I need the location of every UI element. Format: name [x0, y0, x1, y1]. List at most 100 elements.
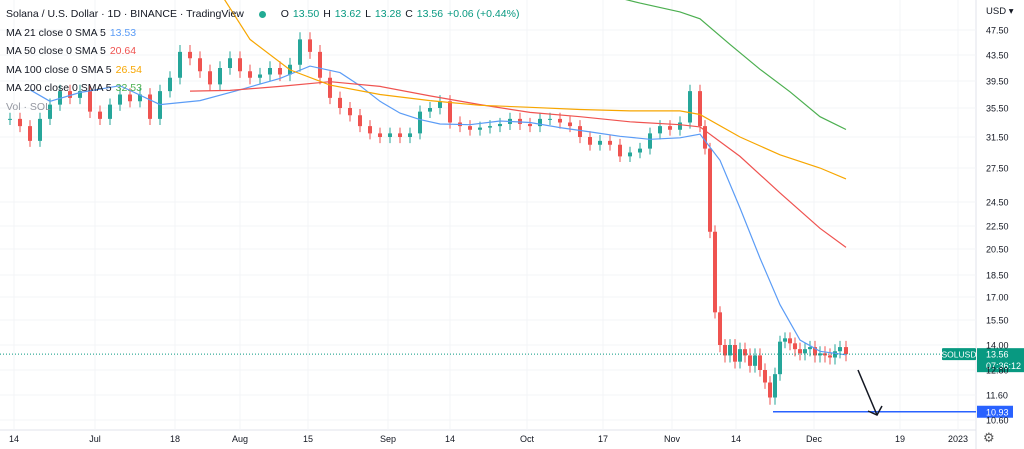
ohlc-label: L [365, 8, 371, 20]
x-tick-label: 17 [598, 434, 608, 444]
candle-body [608, 140, 612, 145]
currency-selector[interactable]: USD ▾ [986, 6, 1013, 17]
candle-body [188, 51, 192, 59]
candle-body [828, 355, 832, 358]
candle-body [803, 349, 807, 354]
x-tick-label: Oct [520, 434, 535, 444]
candle-body [658, 126, 662, 134]
candle-body [198, 58, 202, 72]
moving-averages-layer [29, 0, 847, 356]
candle-body [338, 97, 342, 108]
ohlc-values: O 13.50 H 13.62 L 13.28 C 13.56 +0.06 (+0.44%) [281, 8, 524, 20]
ma-legend-item[interactable]: MA 100 close 0 SMA 5 26.54 [6, 61, 527, 80]
ma-line [224, 0, 847, 180]
candle-body [268, 68, 272, 75]
candle-body [138, 94, 142, 102]
candle-body [38, 118, 42, 141]
candle-body [98, 111, 102, 119]
y-tick-label: 22.50 [986, 222, 1009, 232]
candle-body [278, 68, 282, 75]
y-tick-label: 11.60 [986, 391, 1008, 401]
ma-legend-name: MA 200 close 0 SMA 5 [6, 82, 112, 94]
candle-body [844, 347, 848, 355]
candle-body [318, 51, 322, 78]
candle-body [328, 77, 332, 98]
candle-body [743, 349, 747, 356]
candle-body [178, 51, 182, 78]
ma-legend-rows: MA 21 close 0 SMA 5 13.53 MA 50 close 0 SM… [6, 24, 527, 98]
candle-body [408, 133, 412, 137]
candle-body [708, 148, 712, 232]
candle-body [793, 343, 797, 350]
volume-legend[interactable]: Vol · SOL [6, 100, 51, 113]
y-tick-label: 15.50 [986, 316, 1009, 326]
candle-body [678, 122, 682, 130]
candle-body [833, 351, 837, 358]
symbol-title[interactable]: Solana / U.S. Dollar · 1D · BINANCE · Tr… [6, 8, 244, 20]
ma-legend-item[interactable]: MA 200 close 0 SMA 5 32.53 [6, 79, 527, 98]
candle-body [773, 374, 777, 398]
candle-body [108, 104, 112, 119]
candle-body [688, 91, 692, 123]
gear-icon[interactable]: ⚙ [983, 430, 995, 445]
x-tick-label: Sep [380, 434, 396, 444]
support-value: 10.93 [986, 407, 1009, 417]
candle-body [698, 91, 702, 127]
candle-body [818, 353, 822, 356]
y-tick-label: 12.80 [986, 366, 1009, 376]
x-tick-label: 14 [445, 434, 455, 444]
ohlc-label: H [323, 8, 331, 20]
candle-body [763, 370, 767, 383]
candle-body [778, 341, 782, 375]
candle-body [738, 349, 742, 362]
market-status-dot-icon [258, 10, 266, 18]
ma-legend-item[interactable]: MA 50 close 0 SMA 5 20.64 [6, 42, 527, 61]
ohlc-value: +0.06 (+0.44%) [447, 8, 520, 20]
candle-body [578, 126, 582, 137]
candle-body [733, 345, 737, 362]
ohlc-value: 13.28 [374, 8, 402, 20]
last-price-value: 13.56 [986, 350, 1009, 360]
candle-body [308, 39, 312, 52]
candle-body [258, 74, 262, 78]
candle-body [428, 108, 432, 112]
candle-body [398, 133, 402, 137]
candle-body [628, 152, 632, 157]
candle-body [238, 58, 242, 72]
candle-body [228, 58, 232, 68]
candle-body [758, 355, 762, 370]
ohlc-label: O [280, 8, 289, 20]
arrow-head-icon [867, 405, 883, 416]
candle-body [713, 231, 717, 313]
x-tick-label: Nov [664, 434, 681, 444]
price-axis[interactable]: 47.50 43.50 39.50 35.50 31.50 27.50 24.50 22.50… [986, 26, 1009, 426]
ohlc-value: 13.50 [292, 8, 320, 20]
ma-legend-name: MA 21 close 0 SMA 5 [6, 26, 106, 39]
arrow-annotation [857, 369, 878, 416]
ma-legend-value: 26.54 [115, 63, 142, 76]
candle-body [568, 122, 572, 127]
y-tick-label: 27.50 [986, 164, 1009, 174]
candle-body [68, 91, 72, 98]
candle-body [723, 345, 727, 356]
candle-body [8, 118, 12, 120]
candle-body [368, 126, 372, 134]
candle-body [298, 39, 302, 65]
candle-body [18, 118, 22, 127]
y-tick-label: 10.60 [986, 416, 1009, 426]
candle-body [128, 94, 132, 102]
ohlc-label: C [405, 8, 413, 20]
x-tick-label: 19 [895, 434, 905, 444]
candle-body [468, 126, 472, 130]
ma-legend-name: MA 100 close 0 SMA 5 [6, 63, 112, 76]
ma-legend-item[interactable]: MA 21 close 0 SMA 5 13.53 [6, 24, 527, 43]
y-tick-label: 20.50 [986, 245, 1009, 255]
candle-body [418, 111, 422, 134]
symbol-badge [942, 348, 976, 361]
candle-body [48, 104, 52, 119]
time-axis[interactable]: 14 Jul 18 Aug 15 Sep 14 Oct 17 Nov 14 Dec 19 2023 [9, 434, 968, 444]
candle-body [348, 108, 352, 116]
candle-body [598, 140, 602, 145]
